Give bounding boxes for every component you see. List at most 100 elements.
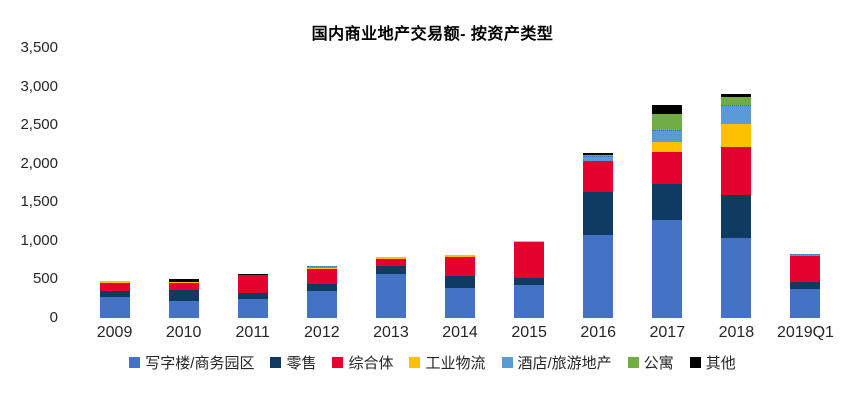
x-axis-label: 2014 [442,324,478,341]
bar-segment-retail [652,183,683,220]
bar-segment-office [583,234,614,318]
legend-swatch-icon [129,357,141,368]
bar-segment-retail [237,292,268,299]
bar-segment-apartment [652,114,683,130]
legend-item-mixed: 综合体 [332,352,393,373]
bar-segment-industrial [721,124,752,148]
bar-segment-apartment [583,155,614,157]
bar-group-2018 [702,48,771,318]
bar-segment-apartment [721,96,752,106]
bar-segment-retail [375,265,406,275]
bar-segment-office [652,219,683,318]
bar-segment-office [514,284,545,318]
bar-segment-office [306,290,337,318]
legend-item-other: 其他 [689,352,736,373]
bar-segment-office [721,237,752,318]
legend-label: 零售 [286,355,317,372]
legend-item-industrial: 工业物流 [409,352,486,373]
x-axis-label: 2019Q1 [777,324,834,341]
bar-segment-retail [168,289,199,302]
x-axis-label: 2013 [373,324,409,341]
bar-group-2013 [356,48,425,318]
y-axis-tick-label: 500 [32,270,58,288]
y-axis-tick-label: 2,000 [20,154,58,172]
legend-label: 公寓 [643,355,674,372]
bar-group-2012 [287,48,356,318]
bar-segment-other [168,279,199,282]
legend-swatch-icon [501,357,513,368]
bar-segment-industrial [514,240,545,243]
bar-segment-retail [306,283,337,291]
bar-segment-industrial [652,141,683,152]
legend-label: 写字楼/商务园区 [145,355,255,372]
bar-segment-industrial [445,255,476,257]
legend-item-office: 写字楼/商务园区 [129,352,254,373]
x-axis-label: 2011 [235,324,270,341]
y-axis: 0 500 1,000 1,500 2,000 2,500 3,000 3,500 [0,0,62,400]
bar-segment-office [99,297,130,318]
bar-segment-mixed [445,256,476,276]
bar-segment-other [721,93,752,97]
bar-segment-office [445,287,476,318]
bar-segment-retail [721,194,752,238]
bar-group-2014 [425,48,494,318]
y-axis-tick-label: 0 [49,309,58,326]
bar-segment-hotel [652,129,683,142]
bar-segment-retail [583,191,614,235]
bar-segment-retail [514,278,545,285]
legend-label: 酒店/旅游地产 [517,355,612,372]
bar-group-2010 [149,48,218,318]
legend-item-hotel: 酒店/旅游地产 [501,352,612,373]
bar-segment-retail [99,291,130,298]
bar-segment-mixed [514,242,545,279]
legend-swatch-icon [270,357,282,368]
x-axis-label: 2009 [96,324,133,341]
bar-group-2011 [218,48,287,318]
bar-stack [99,281,130,318]
bar-segment-industrial [306,267,337,270]
x-axis-label: 2012 [304,324,340,341]
legend: 写字楼/商务园区 零售 综合体 工业物流 酒店/旅游地产 公寓 其他 [0,352,865,373]
bar-group-2009 [80,48,149,318]
bar-segment-hotel [721,105,752,125]
bar-stack [168,279,199,318]
plot-area [80,48,840,318]
bar-segment-office [375,274,406,318]
x-axis-label: 2016 [580,324,616,341]
legend-item-apartment: 公寓 [627,352,674,373]
bar-segment-retail [445,275,476,288]
bar-segment-mixed [237,275,268,293]
bar-segment-hotel [790,254,821,257]
bar-segment-industrial [375,257,406,259]
bar-segment-mixed [375,259,406,266]
bar-segment-other [583,153,614,156]
bar-segment-mixed [99,282,130,292]
bar-segment-mixed [168,282,199,290]
bar-stack [583,153,614,318]
legend-swatch-icon [409,357,421,368]
bar-group-2019Q1 [771,48,840,318]
bar-group-2015 [495,48,564,318]
bar-stack [237,273,268,318]
bar-segment-office [237,298,268,318]
x-axis-label: 2018 [718,324,755,341]
bar-segment-other [652,104,683,115]
bar-group-2017 [633,48,702,318]
chart-title: 国内商业地产交易额- 按资产类型 [311,26,554,43]
x-axis-label: 2010 [165,324,202,341]
bar-stack [514,240,545,318]
bar-segment-hotel [306,266,337,268]
bar-segment-mixed [652,151,683,184]
bar-segment-office [790,289,821,318]
x-axis-label: 2015 [511,324,547,341]
x-axis-label: 2017 [649,324,686,341]
y-axis-tick-label: 1,500 [20,193,58,211]
y-axis-tick-label: 1,000 [20,231,58,249]
legend-label: 综合体 [348,355,394,372]
bar-segment-mixed [583,161,614,192]
legend-item-retail: 零售 [270,352,316,373]
legend-swatch-icon [627,357,639,368]
y-axis-tick-label: 2,500 [20,116,58,134]
bar-stack [790,254,821,318]
